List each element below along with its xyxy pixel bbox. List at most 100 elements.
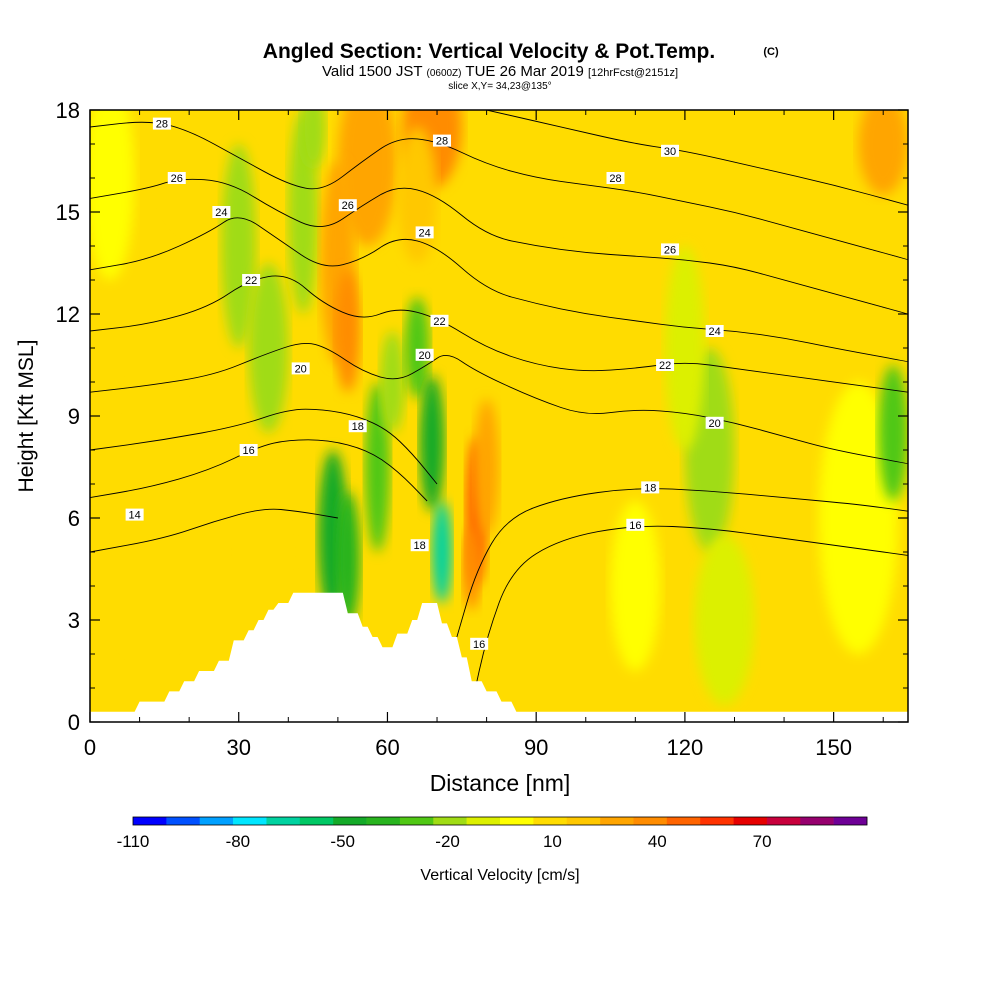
isentrope-18-line-2 bbox=[90, 408, 438, 485]
isentrope-label-box-20 bbox=[705, 416, 724, 429]
isentrope-label-12: 20 bbox=[419, 350, 431, 362]
isentrope-14-line-0 bbox=[90, 508, 338, 553]
isentrope-label-box-13 bbox=[410, 539, 429, 552]
velocity-cell-29 bbox=[858, 110, 908, 195]
isentrope-label-1: 26 bbox=[171, 173, 183, 185]
colorbar-tick-label-0: -110 bbox=[117, 832, 150, 851]
y-tick-label-3: 9 bbox=[68, 404, 80, 429]
y-tick-label-4: 12 bbox=[56, 302, 80, 327]
y-tick-label-2: 6 bbox=[68, 506, 80, 531]
isentrope-label-box-1 bbox=[167, 172, 186, 184]
isentrope-label-22: 16 bbox=[629, 520, 641, 532]
velocity-cell-5 bbox=[248, 263, 289, 433]
velocity-cell-1 bbox=[159, 110, 239, 229]
isentrope-label-0: 28 bbox=[156, 119, 168, 131]
velocity-cell-22 bbox=[474, 399, 499, 535]
isentrope-label-10: 24 bbox=[419, 227, 431, 239]
isentrope-label-box-7 bbox=[348, 420, 367, 433]
isentrope-label-3: 22 bbox=[245, 275, 257, 287]
isentrope-label-2: 24 bbox=[215, 207, 227, 219]
velocity-cell-2 bbox=[99, 382, 200, 654]
velocity-cell-4 bbox=[221, 144, 257, 348]
isentrope-28-line-7 bbox=[90, 121, 908, 261]
y-tick-label-1: 3 bbox=[68, 608, 80, 633]
velocity-cell-21 bbox=[462, 528, 481, 610]
isentrope-label-box-14 bbox=[470, 637, 489, 650]
colorbar-tick-label-3: -20 bbox=[435, 832, 460, 851]
colorbar-swatch-5 bbox=[299, 817, 334, 825]
y-tick-label-6: 18 bbox=[56, 98, 80, 123]
velocity-cell-16 bbox=[380, 331, 405, 433]
colorbar-swatch-4 bbox=[266, 817, 301, 825]
isentrope-label-box-8 bbox=[338, 199, 357, 212]
velocity-cell-17 bbox=[404, 297, 430, 399]
x-axis-label: Distance [nm] bbox=[430, 770, 571, 796]
velocity-cell-25 bbox=[694, 535, 755, 705]
isentrope-label-7: 18 bbox=[352, 421, 364, 433]
isentrope-30-line-8 bbox=[486, 110, 908, 206]
isentrope-label-box-2 bbox=[212, 206, 231, 218]
valid-forecast: [12hrFcst@2151z] bbox=[588, 67, 678, 79]
velocity-cell-31 bbox=[665, 246, 705, 450]
isentrope-label-11: 22 bbox=[433, 316, 445, 328]
isentrope-label-box-16 bbox=[661, 144, 680, 157]
isentrope-label-19: 22 bbox=[659, 360, 671, 372]
chart-title: Angled Section: Vertical Velocity & Pot.… bbox=[263, 40, 715, 63]
y-tick-label-5: 15 bbox=[56, 200, 80, 225]
colorbar-swatch-10 bbox=[466, 817, 501, 825]
velocity-cell-7 bbox=[300, 110, 326, 168]
x-tick-label-2: 60 bbox=[375, 735, 399, 760]
colorbar-swatch-17 bbox=[700, 817, 734, 825]
colorbar-swatch-19 bbox=[766, 817, 801, 825]
colorbar-tick-label-5: 40 bbox=[648, 832, 667, 851]
colorbar-swatch-6 bbox=[333, 817, 367, 825]
isentrope-label-17: 26 bbox=[664, 244, 676, 256]
colorbar-frame bbox=[132, 816, 868, 826]
isentrope-16-line-1 bbox=[90, 439, 428, 502]
isentrope-20-line-3 bbox=[90, 343, 908, 465]
isentrope-label-box-9 bbox=[432, 134, 451, 147]
y-axis-label: Height [Kft MSL] bbox=[15, 340, 38, 493]
terrain-mask bbox=[90, 592, 908, 722]
isentrope-label-box-19 bbox=[656, 359, 675, 371]
colorbar-swatch-11 bbox=[500, 817, 534, 825]
isentrope-label-20: 20 bbox=[709, 418, 721, 430]
valid-time-line: Valid 1500 JST (0600Z) TUE 26 Mar 2019 [… bbox=[322, 63, 678, 80]
isentrope-label-box-18 bbox=[705, 325, 724, 337]
isentrope-22-line-4 bbox=[90, 275, 908, 393]
title-mark: (C) bbox=[763, 46, 779, 58]
colorbar-swatch-14 bbox=[600, 817, 634, 825]
isentrope-label-5: 16 bbox=[243, 445, 255, 457]
isentrope-label-box-11 bbox=[430, 314, 449, 327]
isentrope-label-box-15 bbox=[606, 172, 625, 184]
isentrope-label-21: 18 bbox=[644, 482, 656, 494]
isentrope-label-box-22 bbox=[626, 518, 645, 531]
isentrope-label-8: 26 bbox=[342, 200, 354, 212]
colorbar-swatch-20 bbox=[800, 817, 834, 825]
colorbar-tick-label-6: 70 bbox=[753, 832, 772, 851]
colorbar-swatch-2 bbox=[199, 817, 234, 825]
isentrope-labels: 28 26 24 22 20 16 14 18 26 28 24 22 20 18 16 28 30 26 24 22… bbox=[125, 117, 724, 651]
colorbar-swatch-0 bbox=[133, 817, 167, 825]
colorbar-tick-label-4: 10 bbox=[543, 832, 562, 851]
isentrope-26-line-6 bbox=[90, 178, 908, 315]
isentrope-label-box-21 bbox=[641, 481, 660, 494]
colorbar-swatch-13 bbox=[566, 817, 601, 825]
isentrope-label-box-17 bbox=[661, 243, 680, 256]
colorbar-swatch-9 bbox=[433, 817, 467, 825]
valid-utc: (0600Z) bbox=[426, 68, 461, 79]
velocity-cell-19 bbox=[432, 501, 452, 603]
isentrope-label-4: 20 bbox=[295, 363, 307, 375]
colorbar-label: Vertical Velocity [cm/s] bbox=[420, 867, 579, 884]
velocity-cell-11 bbox=[335, 269, 361, 393]
valid-prefix: Valid 1500 JST bbox=[322, 63, 422, 80]
isentrope-contours bbox=[90, 110, 908, 706]
velocity-cell-15 bbox=[365, 382, 390, 552]
x-tick-label-5: 150 bbox=[815, 735, 852, 760]
isentrope-label-box-4 bbox=[291, 362, 310, 375]
isentrope-label-box-5 bbox=[239, 444, 258, 456]
colorbar-swatch-1 bbox=[166, 817, 201, 825]
x-tick-label-3: 90 bbox=[524, 735, 548, 760]
isentrope-label-16: 30 bbox=[664, 146, 676, 158]
